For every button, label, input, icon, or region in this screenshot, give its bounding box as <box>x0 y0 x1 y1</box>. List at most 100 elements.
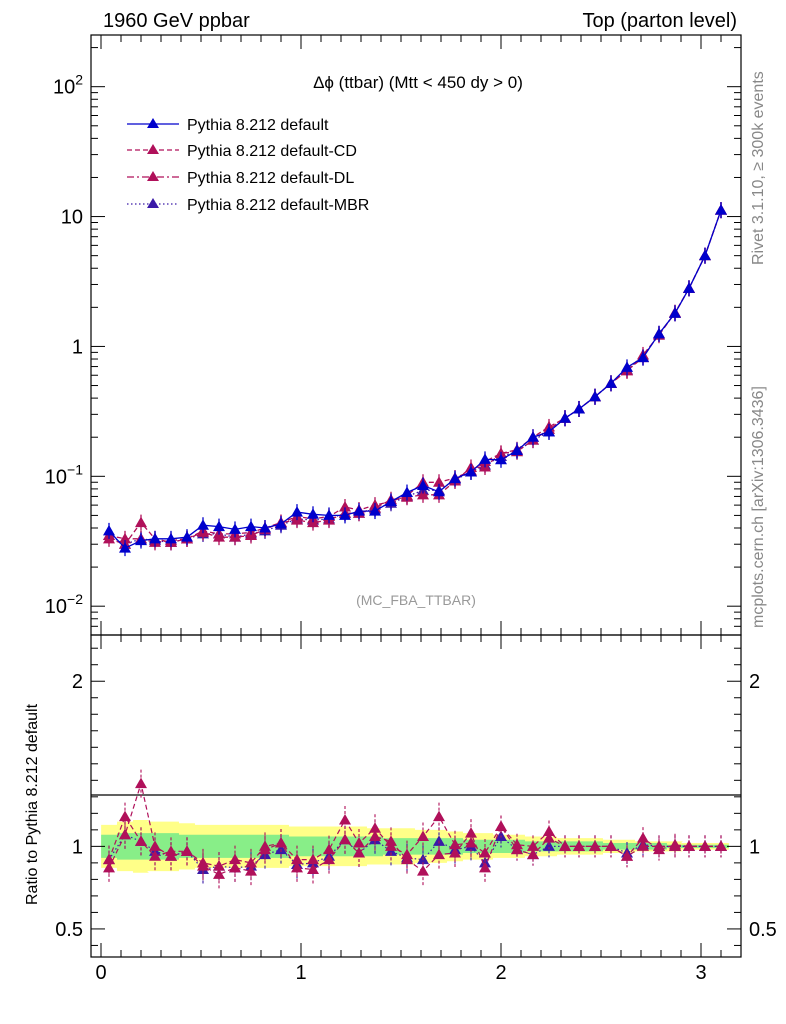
data-point <box>245 520 257 532</box>
ratio-point <box>621 850 633 861</box>
data-point <box>165 532 177 544</box>
ratio-point <box>197 860 209 871</box>
main-y-tick-label: 10−2 <box>45 591 83 618</box>
ratio-y-tick-label-right: 2 <box>749 671 760 693</box>
ratio-point <box>149 840 161 851</box>
data-point <box>213 531 225 542</box>
legend-entry-cd: Pythia 8.212 default-CD <box>127 143 357 160</box>
main-ticks-group: 10−2 10−1 1 10 102 <box>45 35 742 636</box>
ratio-point <box>213 868 225 879</box>
data-point <box>181 531 193 542</box>
ratio-point <box>433 848 445 860</box>
data-point <box>637 351 649 363</box>
ratio-point <box>103 861 115 873</box>
data-point <box>385 495 397 506</box>
data-point <box>103 524 115 536</box>
main-series-group <box>103 202 727 557</box>
ratio-point <box>149 850 161 861</box>
ratio-point <box>417 830 429 841</box>
ratio-point <box>543 832 555 843</box>
ratio-point <box>637 840 649 851</box>
series-line-default <box>108 209 722 549</box>
series-line-cd <box>108 209 722 544</box>
ratio-y-tick-label: 2 <box>72 671 83 693</box>
ratio-point <box>307 863 319 874</box>
mcplots-side-label: mcplots.cern.ch [arXiv:1306.3436] <box>750 386 767 628</box>
data-point <box>699 249 711 261</box>
ratio-point <box>339 833 351 845</box>
ratio-point <box>653 840 665 851</box>
legend-label-dl: Pythia 8.212 default-DL <box>187 170 354 187</box>
main-y-tick-label: 10−1 <box>45 461 83 488</box>
data-point <box>433 476 445 487</box>
legend-marker-default <box>147 118 159 128</box>
ratio-uncertainty-bands <box>101 819 729 873</box>
ratio-point <box>465 827 477 838</box>
ratio-point <box>245 856 257 868</box>
ratio-point <box>135 835 147 846</box>
series-line-dl <box>108 209 722 545</box>
ratio-point <box>479 861 491 873</box>
ratio-y-tick-label: 1 <box>72 836 83 858</box>
legend-entry-default: Pythia 8.212 default <box>127 117 329 134</box>
ratio-line-mbr <box>108 834 721 871</box>
ratio-point <box>543 825 555 837</box>
ratio-point <box>543 840 555 851</box>
ratio-line-dl <box>108 781 721 876</box>
ratio-point <box>559 840 571 851</box>
ratio-point <box>573 840 585 851</box>
data-point <box>149 532 161 544</box>
ratio-point <box>119 828 131 840</box>
data-point <box>291 506 303 517</box>
legend-entry-mbr: Pythia 8.212 default-MBR <box>127 197 369 214</box>
ratio-point <box>401 853 413 865</box>
data-point <box>323 509 335 520</box>
ratio-point <box>479 846 491 858</box>
ratio-point <box>353 846 365 858</box>
ratio-point <box>275 843 287 855</box>
x-tick-label: 1 <box>295 962 306 984</box>
ratio-plot-frame <box>90 634 742 958</box>
ratio-point <box>353 837 365 848</box>
data-point <box>683 282 695 293</box>
main-y-tick-label: 10 <box>61 207 83 229</box>
main-series-dl <box>103 202 727 553</box>
legend: Pythia 8.212 default Pythia 8.212 defaul… <box>127 117 369 214</box>
header-left-label: 1960 GeV ppbar <box>103 10 250 32</box>
rivet-side-label: Rivet 3.1.10, ≥ 300k events <box>750 71 767 265</box>
legend-marker-mbr <box>147 198 159 208</box>
data-point <box>213 520 225 532</box>
main-y-tick-label: 1 <box>72 336 83 358</box>
data-point <box>559 412 571 423</box>
data-point <box>353 505 365 516</box>
ratio-plot-panel: 0.5 0.5 1 1 2 2 0 1 2 3 Ratio to Pythia 8.212 def… <box>24 634 777 984</box>
data-point <box>479 453 491 464</box>
data-point <box>715 204 727 215</box>
ratio-point <box>385 835 397 846</box>
data-point <box>417 488 429 500</box>
data-point <box>495 453 507 465</box>
data-point <box>339 509 351 520</box>
ratio-point <box>589 840 601 851</box>
main-series-default <box>103 202 727 557</box>
legend-label-default: Pythia 8.212 default <box>187 117 329 134</box>
ratio-point <box>449 846 461 858</box>
data-point <box>589 390 601 402</box>
ratio-point <box>323 853 335 865</box>
ratio-point <box>275 837 287 848</box>
ratio-point <box>291 861 303 873</box>
ratio-y-tick-label-right: 0.5 <box>749 919 777 941</box>
ratio-series-group <box>103 769 727 889</box>
data-point <box>543 425 555 437</box>
ratio-point <box>433 810 445 822</box>
data-point <box>527 431 539 442</box>
data-point <box>259 521 271 533</box>
ratio-point <box>245 865 257 876</box>
plot-title: Δϕ (ttbar) (Mtt < 450 dy > 0) <box>313 73 523 92</box>
ratio-point <box>181 845 193 856</box>
legend-marker-dl <box>147 171 159 181</box>
ratio-point <box>449 838 461 850</box>
main-plot-panel: 10−2 10−1 1 10 102 Δϕ (ttbar) (Mtt < 450 dy … <box>45 34 742 636</box>
data-point <box>605 377 617 388</box>
ratio-point <box>291 853 303 865</box>
